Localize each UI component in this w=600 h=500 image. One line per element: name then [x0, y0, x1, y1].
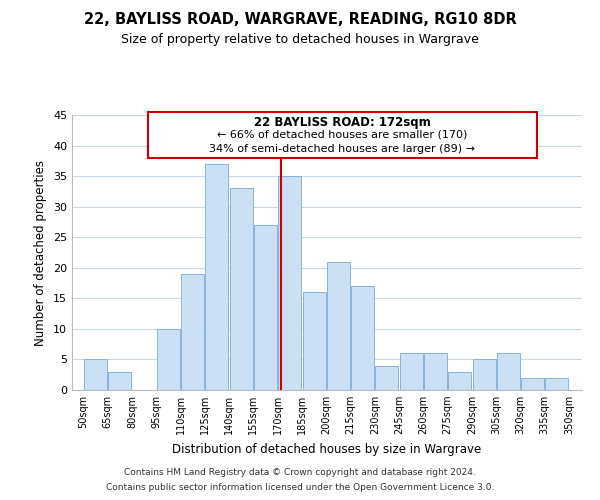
Text: Contains HM Land Registry data © Crown copyright and database right 2024.: Contains HM Land Registry data © Crown c…	[124, 468, 476, 477]
Bar	[84, 360, 107, 390]
Bar	[521, 378, 544, 390]
X-axis label: Distribution of detached houses by size in Wargrave: Distribution of detached houses by size …	[172, 442, 482, 456]
Bar	[181, 274, 204, 390]
Text: Size of property relative to detached houses in Wargrave: Size of property relative to detached ho…	[121, 32, 479, 46]
Y-axis label: Number of detached properties: Number of detached properties	[34, 160, 47, 346]
Bar	[497, 354, 520, 390]
Bar	[157, 329, 180, 390]
Bar	[545, 378, 568, 390]
Bar	[473, 360, 496, 390]
Text: 22, BAYLISS ROAD, WARGRAVE, READING, RG10 8DR: 22, BAYLISS ROAD, WARGRAVE, READING, RG1…	[83, 12, 517, 28]
Bar	[205, 164, 229, 390]
Bar	[278, 176, 301, 390]
Bar	[254, 225, 277, 390]
Bar	[376, 366, 398, 390]
Bar	[230, 188, 253, 390]
Bar	[108, 372, 131, 390]
Bar	[448, 372, 471, 390]
Bar	[327, 262, 350, 390]
FancyBboxPatch shape	[148, 112, 536, 158]
Bar	[302, 292, 326, 390]
Bar	[424, 354, 447, 390]
Text: 34% of semi-detached houses are larger (89) →: 34% of semi-detached houses are larger (…	[209, 144, 475, 154]
Text: ← 66% of detached houses are smaller (170): ← 66% of detached houses are smaller (17…	[217, 130, 467, 140]
Text: 22 BAYLISS ROAD: 172sqm: 22 BAYLISS ROAD: 172sqm	[254, 116, 431, 128]
Bar	[351, 286, 374, 390]
Text: Contains public sector information licensed under the Open Government Licence 3.: Contains public sector information licen…	[106, 483, 494, 492]
Bar	[400, 354, 422, 390]
